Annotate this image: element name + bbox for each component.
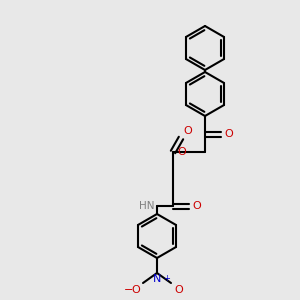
- Text: O: O: [224, 129, 233, 139]
- Text: O: O: [192, 201, 201, 211]
- Text: O: O: [131, 285, 140, 295]
- Text: HN: HN: [140, 201, 155, 211]
- Text: O: O: [174, 285, 183, 295]
- Text: −: −: [124, 285, 133, 295]
- Text: +: +: [163, 274, 170, 283]
- Text: N: N: [153, 274, 161, 284]
- Text: O: O: [183, 126, 192, 136]
- Text: O: O: [177, 147, 186, 157]
